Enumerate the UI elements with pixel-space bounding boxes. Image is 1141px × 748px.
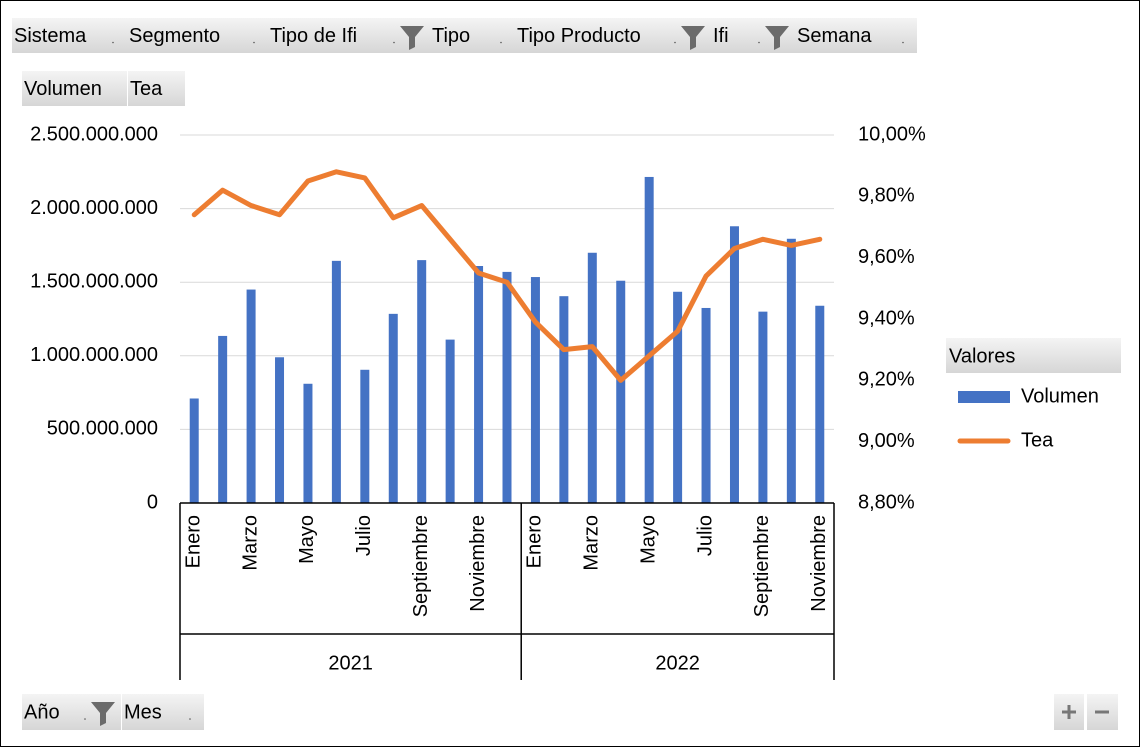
field-button-label: Tipo [432, 25, 470, 47]
field-button-label: Tipo de Ifi [270, 25, 357, 47]
bar [189, 398, 199, 503]
field-button[interactable] [795, 18, 917, 53]
zoom-buttons[interactable] [1054, 694, 1118, 730]
bar [616, 280, 626, 503]
dropdown-dot [189, 718, 191, 720]
filter-icon [91, 702, 115, 726]
legend-label: Volumen [1021, 385, 1099, 407]
dropdown-dot [112, 41, 114, 44]
y2-tick-label: 9,00% [858, 430, 915, 452]
bar [786, 238, 796, 503]
x-tick-label: Septiembre [751, 515, 773, 617]
filter-icon [681, 26, 705, 50]
x-tick-label: Julio [353, 515, 375, 556]
field-button-label: Tipo Producto [517, 25, 641, 47]
field-button[interactable] [128, 71, 185, 106]
bar [644, 176, 654, 503]
y-tick-label: 1.500.000.000 [30, 270, 158, 292]
field-button[interactable] [22, 71, 127, 106]
bar [815, 305, 825, 503]
field-button[interactable] [127, 18, 268, 53]
dropdown-dot [393, 41, 395, 44]
bar [275, 357, 285, 503]
bar [360, 369, 370, 503]
bar [474, 266, 484, 503]
x-tick-label: Marzo [239, 515, 261, 571]
field-button-label: Volumen [24, 78, 102, 100]
legend-swatch [958, 391, 1010, 403]
bar [758, 311, 768, 503]
x-tick-label: Enero [182, 515, 204, 568]
y2-tick-label: 9,20% [858, 369, 915, 391]
x-tick-label: Noviembre [808, 515, 830, 612]
x-tick-label: Enero [524, 515, 546, 568]
dropdown-dot [84, 718, 86, 720]
legend-title: Valores [949, 345, 1015, 367]
line [191, 169, 823, 383]
filter-icon [765, 26, 789, 50]
bar [246, 289, 256, 503]
legend-label: Tea [1021, 429, 1054, 451]
field-button-label: Semana [797, 25, 872, 47]
x-tick-label: Mayo [637, 515, 659, 564]
y-tick-label: 2.000.000.000 [30, 197, 158, 219]
field-button[interactable] [515, 18, 711, 53]
field-button-label: Ifi [713, 25, 729, 47]
field-button[interactable] [430, 18, 515, 53]
x-tick-label: Noviembre [467, 515, 489, 612]
bar [559, 296, 569, 503]
y-tick-label: 500.000.000 [47, 418, 158, 440]
field-button-label: Segmento [129, 25, 220, 47]
field-button-label: Sistema [14, 25, 87, 47]
filter-icon [400, 26, 424, 50]
y2-tick-label: 10,00% [858, 123, 926, 145]
legend-title-button[interactable] [946, 338, 1121, 373]
bar [729, 226, 739, 503]
y-tick-label: 0 [147, 491, 158, 513]
bar [445, 339, 455, 503]
x-tick-label: Mayo [296, 515, 318, 564]
bar [673, 291, 683, 503]
x-tick-label: Marzo [581, 515, 603, 571]
dropdown-dot [758, 41, 760, 44]
field-button[interactable] [122, 694, 204, 730]
x-tick-label: Septiembre [410, 515, 432, 617]
bar [303, 383, 313, 503]
y2-tick-label: 9,60% [858, 246, 915, 268]
x-tick-label: Julio [694, 515, 716, 556]
bar [331, 260, 341, 503]
y-tick-label: 1.000.000.000 [30, 344, 158, 366]
field-button[interactable] [268, 18, 430, 53]
dropdown-dot [674, 41, 676, 44]
dropdown-dot [500, 41, 502, 44]
bar [502, 271, 512, 503]
group-label: 2021 [328, 652, 373, 674]
y2-tick-label: 8,80% [858, 491, 915, 513]
bar [587, 252, 597, 503]
field-button[interactable] [12, 18, 127, 53]
plus-icon [1062, 705, 1076, 719]
bar [388, 313, 398, 503]
bar [530, 277, 540, 503]
field-button-label: Mes [124, 701, 162, 723]
dropdown-dot [253, 41, 255, 44]
y2-tick-label: 9,40% [858, 307, 915, 329]
bar [218, 335, 228, 503]
bar [701, 307, 711, 503]
group-label: 2022 [655, 652, 700, 674]
y-tick-label: 2.500.000.000 [30, 123, 158, 145]
dropdown-dot [902, 41, 904, 44]
field-button-label: Tea [130, 78, 163, 100]
y2-tick-label: 9,80% [858, 185, 915, 207]
bar [417, 260, 427, 503]
field-button-label: Año [24, 701, 60, 723]
